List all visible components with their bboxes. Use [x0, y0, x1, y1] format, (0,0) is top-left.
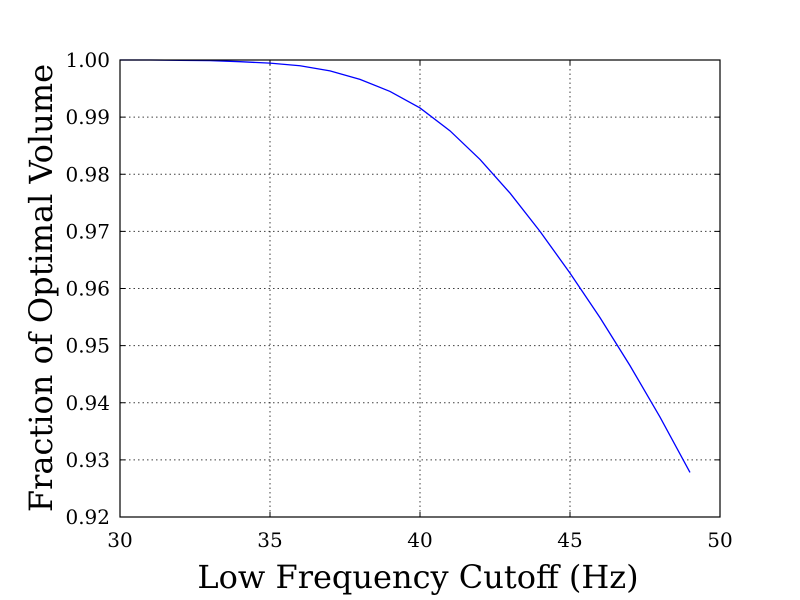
x-tick-labels: 30 35 40 45 50	[107, 528, 732, 552]
grid	[119, 59, 721, 518]
y-tick-label: 0.97	[65, 219, 110, 243]
y-tick-label: 0.94	[65, 391, 110, 415]
series-line	[120, 59, 691, 473]
y-tick-label: 0.96	[65, 277, 110, 301]
y-tick-label: 1.00	[65, 48, 110, 72]
x-tick-label: 35	[257, 528, 282, 552]
y-tick-label: 0.95	[65, 334, 110, 358]
y-tick-label: 0.99	[65, 105, 110, 129]
y-tick-label: 0.92	[65, 505, 110, 529]
x-tick-label: 45	[557, 528, 582, 552]
y-tick-labels: 0.92 0.93 0.94 0.95 0.96 0.97 0.98 0.99 1.00	[65, 48, 110, 529]
series-layer	[120, 59, 691, 473]
x-tick-label: 40	[407, 528, 432, 552]
y-tick-label: 0.98	[65, 162, 110, 186]
x-axis-label: Low Frequency Cutoff (Hz)	[197, 558, 638, 596]
y-tick-label: 0.93	[65, 448, 110, 472]
x-tick-label: 30	[107, 528, 132, 552]
x-tick-label: 50	[707, 528, 732, 552]
plot-frame	[119, 59, 721, 518]
y-axis-label: Fraction of Optimal Volume	[22, 64, 60, 512]
